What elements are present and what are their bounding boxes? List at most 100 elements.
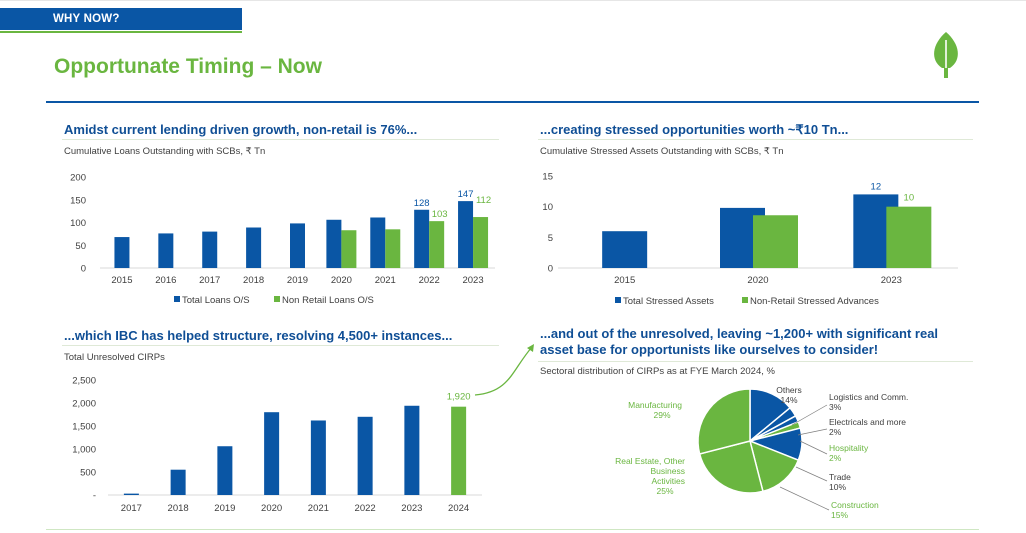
pie-slice: [698, 440, 764, 494]
x-tick-label: 2020: [261, 503, 282, 514]
title-divider: [46, 101, 979, 103]
q1-heading-rule: [62, 139, 499, 140]
slice-pct-label: 25%: [656, 486, 673, 496]
bar-total-loans: [414, 209, 430, 268]
q1-heading: Amidst current lending driven growth, no…: [64, 122, 418, 137]
bar-total-loans: [458, 201, 474, 268]
y-tick-label: 200: [70, 173, 86, 184]
bar-total-loans: [246, 227, 262, 268]
y-tick-label: 1,500: [72, 422, 96, 433]
slice-name-label: Construction: [831, 500, 879, 510]
legend-swatch-non-retail-stressed: [742, 297, 748, 303]
slice-pct-label: 3%: [829, 402, 842, 412]
bar-non-retail-loans: [341, 230, 357, 268]
y-tick-label: 15: [542, 172, 553, 183]
slice-pct-label: 14%: [780, 395, 797, 405]
x-tick-label: 2020: [331, 275, 352, 286]
bar-cirp: [404, 405, 420, 495]
x-tick-label: 2022: [355, 503, 376, 514]
slice-pct-label: 15%: [831, 510, 848, 520]
page-title: Opportunate Timing – Now: [54, 55, 322, 78]
x-tick-label: 2022: [419, 275, 440, 286]
y-tick-label: -: [93, 491, 96, 502]
top-border: [0, 0, 1026, 1]
y-tick-label: 50: [75, 241, 86, 252]
slice-name-label: Trade: [829, 472, 851, 482]
q4-heading-line2: asset base for opportunists like ourselv…: [540, 342, 879, 357]
pie-slice: [748, 439, 800, 493]
q3-heading-rule: [62, 345, 499, 346]
data-label: 1,920: [447, 392, 471, 403]
x-tick-label: 2017: [121, 503, 142, 514]
leader-line: [791, 404, 828, 426]
slice-name-label: Hospitality: [829, 443, 869, 453]
x-tick-label: 2021: [308, 503, 329, 514]
slice-pct-label: 29%: [653, 410, 670, 420]
x-tick-label: 2024: [448, 503, 469, 514]
legend-swatch-total-stressed: [615, 297, 621, 303]
legend-swatch-total-loans: [174, 296, 180, 302]
slice-name-label: Manufacturing: [628, 400, 682, 410]
y-tick-label: 100: [70, 218, 86, 229]
y-tick-label: 5: [548, 233, 553, 244]
slice-name-label: Logistics and Comm.: [829, 392, 908, 402]
leader-line: [795, 466, 828, 482]
y-tick-label: 0: [81, 264, 86, 275]
cirp-chart: - 500 1,000 1,500 2,000 2,500 2017 2018 2019 2020…: [72, 344, 534, 514]
bar-non-retail-loans: [473, 217, 489, 268]
slice-pct-label: 2%: [829, 453, 842, 463]
bar-total-loans: [326, 219, 342, 268]
legend-swatch-non-retail: [274, 296, 280, 302]
q2-heading-rule: [538, 139, 973, 140]
connector-arrow: [474, 346, 533, 396]
q2-subtitle: Cumulative Stressed Assets Outstanding w…: [540, 146, 784, 157]
q4-subtitle: Sectoral distribution of CIRPs as at FYE…: [540, 366, 775, 377]
slice-name-label: Activities: [651, 476, 685, 486]
legend-label: Total Loans O/S: [182, 295, 250, 306]
bar-cirp: [123, 493, 139, 495]
x-tick-label: 2019: [214, 503, 235, 514]
bar-non-retail-stressed: [886, 206, 932, 268]
x-tick-label: 2015: [614, 275, 635, 286]
q3-subtitle: Total Unresolved CIRPs: [64, 352, 165, 363]
loans-chart: 0 50 100 150 200 2015 2016 2017 2018 2019 2020 2021…: [70, 173, 495, 306]
leader-line: [797, 428, 828, 436]
slice-name-label: Others: [776, 385, 802, 395]
slice-name-label: Real Estate, Other: [615, 456, 685, 466]
x-tick-label: 2023: [401, 503, 422, 514]
bar-total-loans: [114, 237, 130, 268]
bar-total-loans: [202, 231, 218, 268]
stressed-assets-chart: 0 5 10 15 2015 2020 12 10 2023 Total Stressed Ass…: [542, 172, 958, 307]
bar-non-retail-stressed: [753, 215, 798, 268]
y-tick-label: 2,000: [72, 399, 96, 410]
leader-line: [779, 486, 830, 511]
y-tick-label: 150: [70, 195, 86, 206]
x-tick-label: 2023: [881, 275, 902, 286]
x-tick-label: 2021: [375, 275, 396, 286]
data-label: 12: [871, 181, 882, 192]
bar-total-loans: [158, 233, 174, 268]
x-tick-label: 2023: [462, 275, 483, 286]
y-tick-label: 1,000: [72, 445, 96, 456]
bar-cirp: [310, 420, 326, 495]
x-tick-label: 2016: [155, 275, 176, 286]
x-tick-label: 2019: [287, 275, 308, 286]
q3-heading: ...which IBC has helped structure, resol…: [64, 328, 453, 343]
bar-total-loans: [370, 217, 386, 268]
legend-label: Non Retail Loans O/S: [282, 295, 374, 306]
section-tag: WHY NOW?: [0, 8, 242, 30]
data-label: 147: [458, 189, 474, 200]
q1-subtitle: Cumulative Loans Outstanding with SCBs, …: [64, 146, 266, 157]
q4-heading-line1: ...and out of the unresolved, leaving ~1…: [540, 326, 939, 341]
y-tick-label: 0: [548, 264, 553, 275]
slice-pct-label: 10%: [829, 482, 846, 492]
bar-total-loans: [290, 223, 305, 268]
bar-cirp: [264, 412, 280, 495]
pie-slice: [697, 388, 751, 455]
x-tick-label: 2017: [199, 275, 220, 286]
x-tick-label: 2015: [111, 275, 132, 286]
x-tick-label: 2020: [747, 275, 768, 286]
bar-cirp: [217, 446, 233, 495]
connector-arrowhead: [527, 344, 534, 352]
